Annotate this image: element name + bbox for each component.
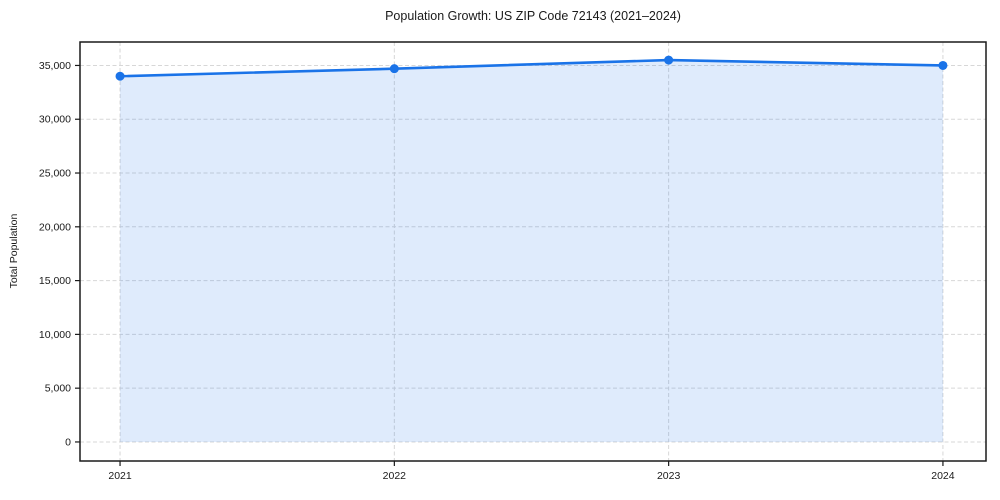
data-point [664,55,674,65]
y-tick-label: 20,000 [39,221,71,233]
y-tick-label: 35,000 [39,60,71,72]
y-tick-label: 5,000 [45,383,71,395]
y-tick-label: 30,000 [39,114,71,126]
data-point [389,64,399,74]
y-tick-label: 15,000 [39,275,71,287]
data-point [938,60,948,70]
x-tick-label: 2021 [108,470,132,482]
data-point [115,71,125,81]
area-fill [120,60,943,442]
y-tick-label: 25,000 [39,168,71,180]
axes-frame [79,41,987,462]
population-line [118,58,945,78]
x-tick-label: 2024 [931,470,955,482]
x-tick-label: 2023 [657,470,681,482]
chart-title: Population Growth: US ZIP Code 72143 (20… [385,9,681,23]
y-tick-label: 0 [65,436,71,448]
x-tick-label: 2022 [383,470,407,482]
y-tick-label: 10,000 [39,329,71,341]
